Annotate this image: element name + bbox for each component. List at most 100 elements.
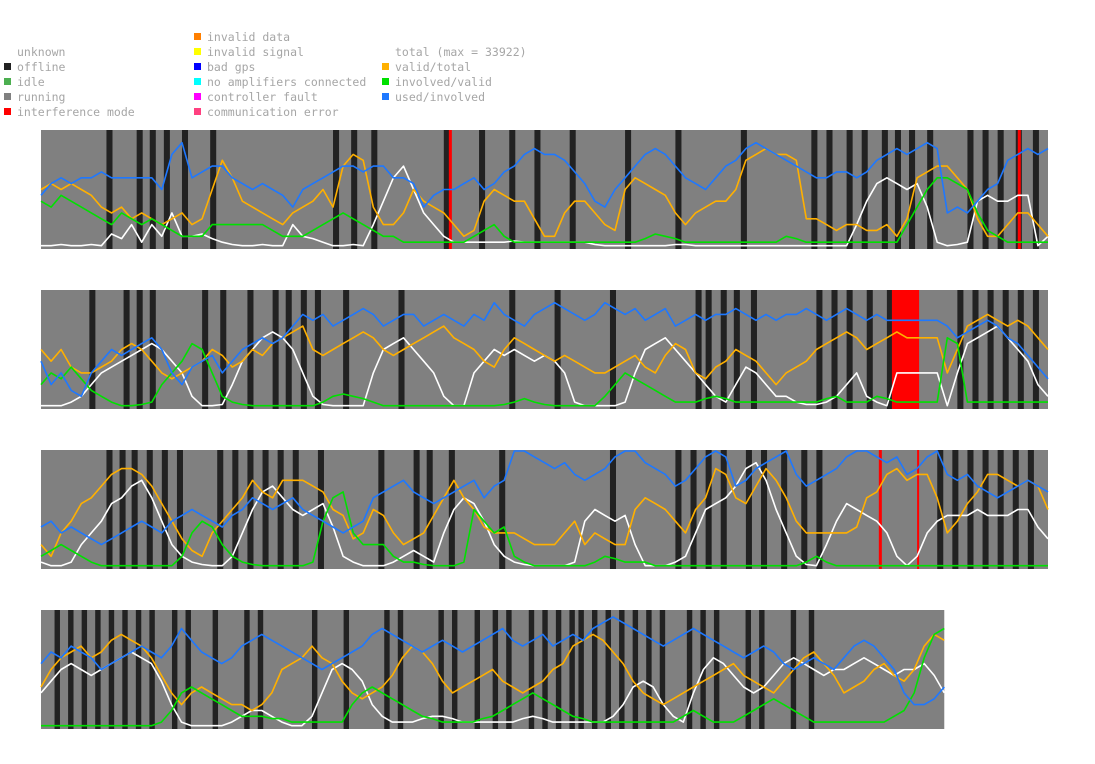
chart-row-2 <box>40 290 1049 409</box>
offline-band <box>247 290 254 409</box>
offline-band <box>89 290 96 409</box>
legend-errors: invalid data invalid signal bad gps no ampl… <box>194 30 366 120</box>
offline-band <box>927 130 934 249</box>
chart-row-1 <box>40 130 1049 249</box>
offline-band <box>675 450 682 569</box>
offline-band <box>811 130 818 249</box>
offline-band <box>149 130 156 249</box>
offline-band <box>149 610 155 729</box>
offline-band <box>632 610 639 729</box>
legend-label: total (max = 33922) <box>395 45 527 59</box>
legend-swatch <box>194 78 201 85</box>
offline-band <box>982 450 989 569</box>
offline-band <box>277 450 284 569</box>
offline-band <box>398 290 405 409</box>
offline-band <box>136 130 143 249</box>
series-line-used-involved <box>40 141 1049 214</box>
offline-band <box>68 610 74 729</box>
offline-band <box>285 290 292 409</box>
offline-band <box>292 450 299 569</box>
legend-item-status-0: unknown <box>4 45 135 60</box>
legend-label: invalid signal <box>207 45 304 59</box>
offline-band <box>343 610 350 729</box>
legend-swatch <box>382 78 389 85</box>
offline-band <box>831 290 838 409</box>
offline-band <box>106 130 113 249</box>
offline-band <box>554 290 561 409</box>
offline-band <box>967 130 974 249</box>
legend-label: running <box>17 90 66 104</box>
legend-item-status-3: running <box>4 90 135 105</box>
legend-item-series-1: valid/total <box>382 60 527 75</box>
offline-band <box>131 450 138 569</box>
offline-band <box>122 610 128 729</box>
offline-band <box>509 290 516 409</box>
legend-item-errors-1: invalid signal <box>194 45 366 60</box>
offline-band <box>220 290 227 409</box>
series-line-involved-valid <box>41 627 945 727</box>
offline-band <box>542 610 548 729</box>
offline-band <box>894 130 901 249</box>
legend-swatch <box>194 93 201 100</box>
offline-band <box>438 610 444 729</box>
offline-band <box>212 610 219 729</box>
offline-band <box>705 450 712 569</box>
offline-band <box>343 290 350 409</box>
offline-band <box>1002 290 1009 409</box>
offline-band <box>272 290 279 409</box>
offline-band <box>176 450 183 569</box>
offline-band <box>247 450 254 569</box>
interference-band <box>891 290 920 409</box>
offline-band <box>451 610 458 729</box>
offline-band <box>181 130 189 249</box>
series-line-involved-valid <box>40 336 1048 407</box>
offline-band <box>474 610 480 729</box>
offline-band <box>479 130 486 249</box>
offline-band <box>163 130 170 249</box>
offline-band <box>967 450 974 569</box>
legend-label: invalid data <box>207 30 291 44</box>
offline-band <box>108 610 115 729</box>
offline-band <box>262 450 269 569</box>
legend-label: communication error <box>207 105 339 119</box>
legend-label: idle <box>17 75 45 89</box>
legend-label: involved/valid <box>395 75 492 89</box>
legend-label: interference mode <box>17 105 135 119</box>
legend-item-errors-5: communication error <box>194 105 366 120</box>
offline-band <box>997 130 1004 249</box>
offline-band <box>232 450 239 569</box>
legend-item-errors-3: no amplifiers connected <box>194 75 366 90</box>
offline-band <box>314 290 321 409</box>
legend-swatch <box>194 33 201 40</box>
offline-band <box>378 450 385 569</box>
offline-band <box>846 290 853 409</box>
offline-band <box>808 610 815 729</box>
offline-band <box>333 130 340 249</box>
offline-band <box>171 610 178 729</box>
legend-label: controller fault <box>207 90 318 104</box>
offline-band <box>705 290 712 409</box>
series-line-involved-valid <box>40 491 1048 567</box>
offline-band <box>720 450 727 569</box>
offline-band <box>952 450 959 569</box>
offline-band <box>1032 290 1039 409</box>
legend-label: no amplifiers connected <box>207 75 367 89</box>
series-line-used-involved <box>40 301 1049 398</box>
offline-band <box>54 610 60 729</box>
legend-swatch <box>4 93 11 100</box>
offline-band <box>686 610 693 729</box>
offline-band <box>866 290 873 409</box>
offline-band <box>413 450 420 569</box>
offline-band <box>619 610 625 729</box>
legend-swatch <box>194 48 201 55</box>
offline-band <box>569 610 575 729</box>
offline-band <box>397 610 404 729</box>
offline-band <box>609 290 616 409</box>
legend-swatch <box>382 63 389 70</box>
series-line-valid-total <box>40 467 1049 558</box>
offline-band <box>761 450 768 569</box>
offline-band <box>426 450 433 569</box>
interference-band <box>1017 130 1021 249</box>
legend-item-status-4: interference mode <box>4 105 135 120</box>
legend-label: offline <box>17 60 66 74</box>
